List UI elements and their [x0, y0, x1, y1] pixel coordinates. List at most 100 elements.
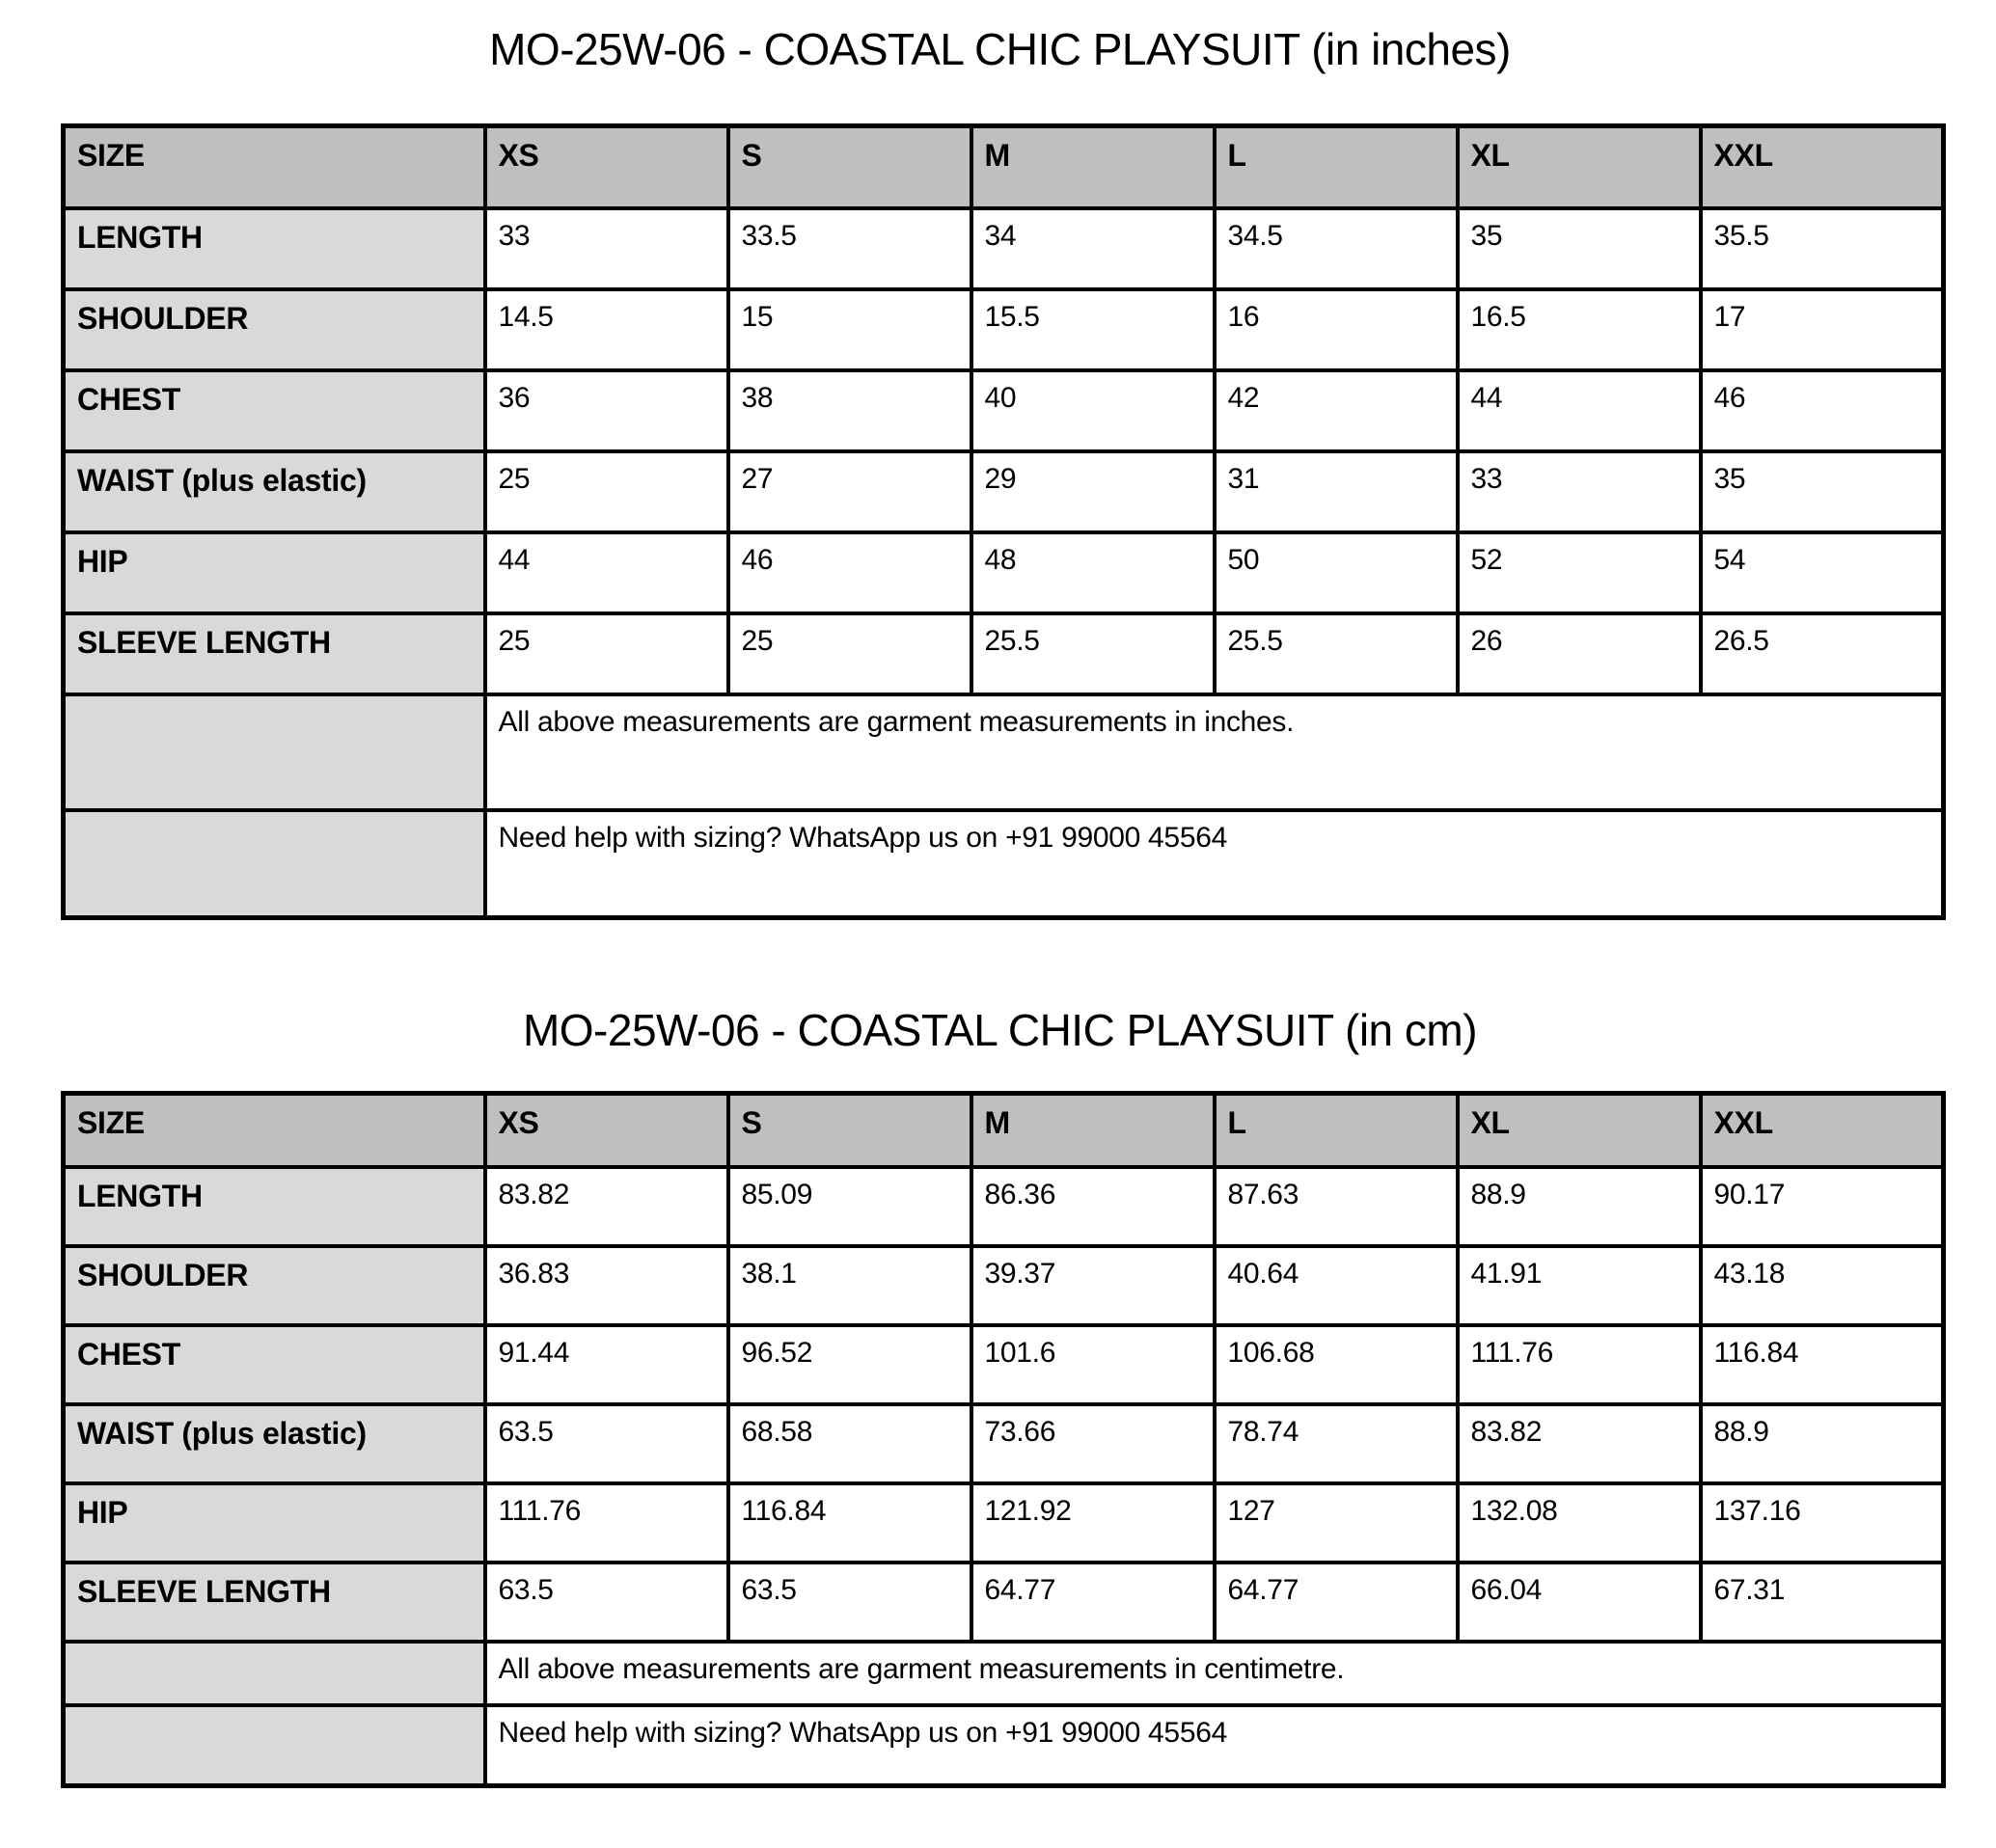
measurement-value-cell: 96.52 [725, 1323, 973, 1407]
measurement-row: SLEEVE LENGTH 63.5 63.5 64.77 64.77 66.04 67.3… [61, 1561, 1946, 1644]
measurement-value-cell: 35 [1698, 449, 1946, 535]
measurement-row-label: HIP [61, 530, 487, 616]
note-empty-cell [61, 1640, 487, 1708]
measurement-value-cell: 116.84 [1698, 1323, 1946, 1407]
size-column-header: L [1212, 1091, 1460, 1170]
measurement-value-cell: 25.5 [969, 611, 1217, 697]
measurement-value-cell: 54 [1698, 530, 1946, 616]
size-column-header: XXL [1698, 123, 1946, 211]
measurement-value-cell: 64.77 [969, 1561, 1217, 1644]
measurement-value-cell: 46 [725, 530, 973, 616]
measurement-value-cell: 86.36 [969, 1165, 1217, 1249]
measurement-value-cell: 91.44 [482, 1323, 730, 1407]
measurement-row-label: WAIST (plus elastic) [61, 1402, 487, 1486]
measurement-value-cell: 16.5 [1455, 287, 1703, 373]
measurement-value-cell: 36.83 [482, 1244, 730, 1328]
measurement-value-cell: 66.04 [1455, 1561, 1703, 1644]
measurement-value-cell: 67.31 [1698, 1561, 1946, 1644]
measurement-row: SHOULDER 14.5 15 15.5 16 16.5 17 [61, 287, 1946, 373]
measurement-row: SLEEVE LENGTH 25 25 25.5 25.5 26 26.5 [61, 611, 1946, 697]
size-column-header: M [969, 1091, 1217, 1170]
measurement-value-cell: 38.1 [725, 1244, 973, 1328]
measurement-value-cell: 46 [1698, 368, 1946, 454]
measurement-value-cell: 44 [482, 530, 730, 616]
sizing-help-note: Need help with sizing? WhatsApp us on +9… [482, 1703, 1946, 1788]
measurement-row: HIP 111.76 116.84 121.92 127 132.08 137.16 [61, 1481, 1946, 1565]
measurement-value-cell: 17 [1698, 287, 1946, 373]
measurement-value-cell: 15.5 [969, 287, 1217, 373]
size-chart-section: MO-25W-06 - COASTAL CHIC PLAYSUIT (in in… [0, 24, 1996, 920]
measurement-value-cell: 26.5 [1698, 611, 1946, 697]
measurement-value-cell: 85.09 [725, 1165, 973, 1249]
measurement-value-cell: 33.5 [725, 206, 973, 292]
measurement-row: CHEST 36 38 40 42 44 46 [61, 368, 1946, 454]
measurement-value-cell: 73.66 [969, 1402, 1217, 1486]
measurement-value-cell: 90.17 [1698, 1165, 1946, 1249]
measurement-row-label: SHOULDER [61, 287, 487, 373]
measurement-value-cell: 48 [969, 530, 1217, 616]
measurement-value-cell: 127 [1212, 1481, 1460, 1565]
size-column-header: L [1212, 123, 1460, 211]
measurement-value-cell: 88.9 [1455, 1165, 1703, 1249]
size-header-cell: SIZE [61, 1091, 487, 1170]
measurement-value-cell: 137.16 [1698, 1481, 1946, 1565]
measurement-value-cell: 63.5 [482, 1402, 730, 1486]
measurement-value-cell: 111.76 [482, 1481, 730, 1565]
measurement-row-label: WAIST (plus elastic) [61, 449, 487, 535]
measurement-value-cell: 83.82 [482, 1165, 730, 1249]
measurement-row-label: CHEST [61, 368, 487, 454]
measurement-value-cell: 63.5 [725, 1561, 973, 1644]
table-title: MO-25W-06 - COASTAL CHIC PLAYSUIT (in in… [489, 24, 1511, 74]
size-table: SIZE XS S M L XL XXL LENGTH 83.82 85.09 86.36 87.63… [61, 1090, 1946, 1788]
note-empty-cell [61, 693, 487, 813]
measurement-row-label: SHOULDER [61, 1244, 487, 1328]
size-header-row: SIZE XS S M L XL XXL [61, 1091, 1946, 1170]
size-header-cell: SIZE [61, 123, 487, 211]
measurement-value-cell: 52 [1455, 530, 1703, 616]
measurement-value-cell: 111.76 [1455, 1323, 1703, 1407]
measurement-value-cell: 35 [1455, 206, 1703, 292]
measurement-value-cell: 42 [1212, 368, 1460, 454]
measurement-value-cell: 78.74 [1212, 1402, 1460, 1486]
measurement-value-cell: 14.5 [482, 287, 730, 373]
measurement-row: LENGTH 83.82 85.09 86.36 87.63 88.9 90.17 [61, 1165, 1946, 1249]
size-column-header: S [725, 123, 973, 211]
measurement-row-label: HIP [61, 1481, 487, 1565]
note-row: All above measurements are garment measu… [61, 693, 1946, 813]
measurement-value-cell: 116.84 [725, 1481, 973, 1565]
measurement-value-cell: 43.18 [1698, 1244, 1946, 1328]
size-column-header: XL [1455, 1091, 1703, 1170]
measurement-row: SHOULDER 36.83 38.1 39.37 40.64 41.91 43.18 [61, 1244, 1946, 1328]
measurement-value-cell: 26 [1455, 611, 1703, 697]
measurement-value-cell: 64.77 [1212, 1561, 1460, 1644]
measurement-unit-note: All above measurements are garment measu… [482, 693, 1946, 813]
measurement-row: WAIST (plus elastic) 63.5 68.58 73.66 78.74 8… [61, 1402, 1946, 1486]
note-row: All above measurements are garment measu… [61, 1640, 1946, 1708]
measurement-value-cell: 132.08 [1455, 1481, 1703, 1565]
measurement-row-label: CHEST [61, 1323, 487, 1407]
size-column-header: S [725, 1091, 973, 1170]
measurement-unit-note: All above measurements are garment measu… [482, 1640, 1946, 1708]
measurement-value-cell: 15 [725, 287, 973, 373]
measurement-value-cell: 25.5 [1212, 611, 1460, 697]
measurement-value-cell: 101.6 [969, 1323, 1217, 1407]
measurement-value-cell: 36 [482, 368, 730, 454]
size-table: SIZE XS S M L XL XXL LENGTH 33 33.5 34 34.5 35 35.5 SH… [61, 122, 1946, 920]
measurement-row: LENGTH 33 33.5 34 34.5 35 35.5 [61, 206, 1946, 292]
note-empty-cell [61, 1703, 487, 1788]
measurement-value-cell: 87.63 [1212, 1165, 1460, 1249]
size-header-row: SIZE XS S M L XL XXL [61, 123, 1946, 211]
size-chart-section: MO-25W-06 - COASTAL CHIC PLAYSUIT (in cm… [0, 1005, 1996, 1788]
measurement-value-cell: 25 [725, 611, 973, 697]
measurement-value-cell: 38 [725, 368, 973, 454]
measurement-value-cell: 27 [725, 449, 973, 535]
measurement-row: WAIST (plus elastic) 25 27 29 31 33 35 [61, 449, 1946, 535]
size-column-header: XS [482, 1091, 730, 1170]
measurement-value-cell: 25 [482, 449, 730, 535]
table-title: MO-25W-06 - COASTAL CHIC PLAYSUIT (in cm… [522, 1004, 1478, 1055]
measurement-value-cell: 33 [482, 206, 730, 292]
measurement-value-cell: 106.68 [1212, 1323, 1460, 1407]
measurement-value-cell: 34 [969, 206, 1217, 292]
measurement-value-cell: 34.5 [1212, 206, 1460, 292]
